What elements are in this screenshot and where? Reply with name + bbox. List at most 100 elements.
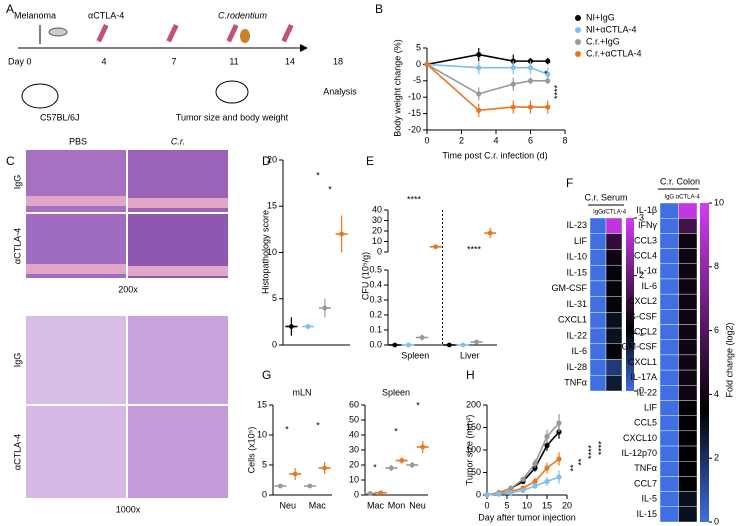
heat-cell	[659, 430, 679, 447]
heat-cell	[678, 202, 698, 219]
point	[510, 65, 516, 71]
row-label: IL-15	[636, 509, 657, 519]
y-axis-label: Body weight change (%)	[392, 39, 402, 137]
x-tick-label: Mac	[367, 500, 385, 510]
point	[545, 78, 551, 84]
micrograph	[26, 406, 126, 498]
point	[556, 456, 562, 462]
row-label: IL-22	[566, 330, 587, 340]
y-tick-label: 10	[257, 429, 267, 439]
point	[388, 465, 394, 471]
y-axis-label: Tumor size (mm²)	[464, 415, 474, 486]
colorbar-tick-label: 8	[714, 261, 719, 271]
y-tick-label: 200	[466, 399, 481, 409]
histology: C PBS C.r. IgG αCTLA-4 200x IgG αCTLA-4 …	[6, 136, 228, 514]
heat-cell	[678, 385, 698, 401]
heat-cell	[659, 278, 679, 295]
syringe-icon	[226, 23, 239, 43]
point	[399, 458, 405, 463]
measure-label: Tumor size and body weight	[176, 112, 289, 122]
magnification: 1000x	[116, 504, 141, 514]
muscle-layer	[128, 198, 228, 208]
heat-cell	[659, 324, 679, 340]
heat-cell	[605, 343, 623, 360]
colorbar-tick-label: 0	[714, 516, 719, 526]
heat-cell	[589, 233, 607, 250]
muscle-layer	[128, 266, 228, 276]
colorbar-tick-label: 0	[639, 385, 644, 395]
heat-cell	[659, 339, 679, 356]
heat-cell	[589, 359, 607, 376]
heat-cell	[605, 359, 623, 376]
y-tick-label: 40	[372, 204, 382, 214]
heat-cell	[589, 296, 607, 313]
heat-cell	[605, 249, 623, 266]
point	[484, 492, 490, 498]
significance: *	[316, 420, 320, 430]
heat-cell	[659, 309, 679, 325]
heat-cell	[605, 264, 623, 282]
significance: ****	[467, 244, 482, 254]
heat-cell	[678, 339, 698, 356]
x-tick-label: 8	[562, 135, 567, 145]
heat-cell	[605, 327, 623, 345]
point	[288, 324, 294, 329]
x-axis-label: Time post C.r. infection (d)	[442, 150, 547, 160]
heat-cell	[678, 263, 698, 280]
point	[339, 231, 345, 237]
chart-title: mLN	[292, 387, 311, 397]
y-tick-label: 0.1	[369, 324, 382, 334]
point	[510, 104, 516, 110]
micrograph	[128, 406, 228, 498]
y-tick-label: 0	[272, 339, 277, 349]
point	[307, 483, 313, 489]
point	[476, 65, 482, 71]
timeline: A Melanoma αCTLA-4 C.rodentium Day 0 4 7…	[6, 2, 357, 122]
heat-cell	[589, 249, 607, 266]
heat-cell	[659, 233, 679, 249]
significance: **	[568, 464, 578, 472]
row-label: IL-1α	[636, 266, 657, 276]
point	[527, 104, 534, 110]
significance: **	[576, 458, 586, 466]
x-tick-label: 20	[562, 500, 572, 510]
panel-label: H	[466, 368, 475, 382]
heat-cell	[678, 324, 698, 340]
x-tick-label: Spleen	[401, 350, 429, 360]
axes	[272, 405, 332, 496]
column-label: IgG	[593, 210, 603, 216]
column-label: C.r.	[171, 136, 185, 146]
y-tick-label: 0	[262, 489, 267, 499]
significance: ****	[596, 441, 606, 456]
row-label: CCL2	[634, 326, 657, 336]
y-axis-label: Cells (x10⁵)	[246, 427, 256, 474]
colorbar-tick-label: 10	[714, 197, 724, 207]
y-tick-label: 50	[471, 467, 481, 477]
mouse-icon	[215, 80, 249, 104]
treatment-label: αCTLA-4	[88, 10, 124, 20]
bacteria-icon	[240, 29, 250, 43]
chart-title: C.r. Serum	[584, 192, 627, 202]
day: 11	[229, 56, 238, 66]
y-tick-label: 100	[466, 444, 481, 454]
colorbar-tick-label: 3	[639, 212, 644, 222]
heat-cell	[605, 233, 623, 250]
y-tick-label: 0	[476, 489, 481, 499]
legend-marker	[575, 27, 581, 33]
row-label: TNFα	[564, 378, 587, 388]
x-tick-label: 6	[528, 135, 533, 145]
row-label: αCTLA-4	[12, 228, 22, 264]
point	[545, 71, 551, 77]
significance: ****	[586, 445, 596, 460]
heat-cell	[589, 375, 607, 392]
micrograph	[128, 316, 228, 404]
point	[409, 462, 415, 468]
heat-cell	[659, 369, 679, 386]
heat-cell	[678, 506, 698, 523]
y-tick-label: -15	[408, 108, 421, 118]
point	[496, 491, 502, 497]
heat-cell	[659, 491, 679, 508]
point	[544, 433, 550, 440]
y-tick-label: 10	[349, 474, 359, 484]
